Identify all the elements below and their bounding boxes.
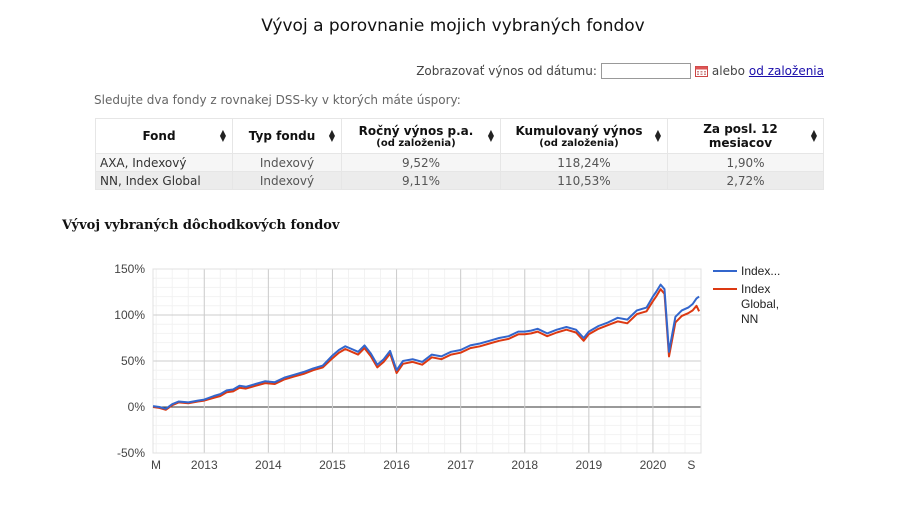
series-line	[152, 283, 700, 410]
date-filter-label: Zobrazovať výnos od dátumu:	[416, 64, 597, 78]
header-label: Typ fondu	[248, 129, 316, 143]
legend-label: Index Global, NN	[741, 282, 779, 326]
date-input[interactable]	[600, 63, 691, 79]
column-header-annual[interactable]: Ročný výnos p.a. (od založenia) ▲ ▼	[341, 118, 501, 154]
y-tick-label: 50%	[121, 354, 145, 368]
sort-icon[interactable]: ▲ ▼	[654, 128, 661, 143]
sort-icon[interactable]: ▲ ▼	[219, 128, 226, 143]
header-label: Za posl. 12 mesiacov	[703, 122, 778, 150]
cell-annual: 9,11%	[341, 171, 501, 190]
table-header-row: Fond ▲ ▼ Typ fondu ▲ ▼ Ročný výnos p.a. (o…	[95, 118, 824, 154]
x-tick-label: 2014	[255, 458, 282, 472]
x-tick-label: M	[151, 458, 161, 472]
cell-cumulative: 118,24%	[500, 153, 668, 172]
table-row[interactable]: AXA, Indexový Indexový 9,52% 118,24% 1,9…	[95, 153, 824, 172]
line-chart: 150% 100% 50% 0% -50% M 2013 2014 2015 2016 2017 20…	[114, 262, 780, 472]
cell-type: Indexový	[232, 153, 342, 172]
column-header-type[interactable]: Typ fondu ▲ ▼	[232, 118, 342, 154]
x-tick-label: 2013	[191, 458, 218, 472]
cell-last12: 2,72%	[667, 171, 824, 190]
cell-last12: 1,90%	[667, 153, 824, 172]
date-filter: Zobrazovať výnos od dátumu: alebo od zal…	[416, 63, 824, 79]
chart-title: Vývoj vybraných dôchodkových fondov	[62, 218, 340, 233]
header-label: Fond	[142, 129, 176, 143]
x-tick-label: 2020	[640, 458, 667, 472]
y-tick-label: 150%	[114, 262, 145, 276]
x-tick-label: 2018	[511, 458, 538, 472]
x-tick-label: 2017	[447, 458, 474, 472]
sort-icon[interactable]: ▲ ▼	[810, 128, 817, 143]
table-row[interactable]: NN, Index Global Indexový 9,11% 110,53% …	[95, 171, 824, 190]
column-header-last12[interactable]: Za posl. 12 mesiacov ▲ ▼	[667, 118, 824, 154]
plot-area	[152, 268, 702, 454]
cell-fund: NN, Index Global	[95, 171, 233, 190]
cell-annual: 9,52%	[341, 153, 501, 172]
header-sublabel: (od založenia)	[539, 137, 619, 149]
y-tick-label: 0%	[128, 400, 146, 414]
calendar-icon[interactable]	[694, 65, 708, 77]
x-tick-label: 2015	[319, 458, 346, 472]
cell-cumulative: 110,53%	[500, 171, 668, 190]
header-label: Kumulovaný výnos	[515, 123, 643, 138]
x-tick-label: S	[687, 458, 695, 472]
column-header-fund[interactable]: Fond ▲ ▼	[95, 118, 233, 154]
funds-table: Fond ▲ ▼ Typ fondu ▲ ▼ Ročný výnos p.a. (o…	[95, 118, 824, 190]
intro-text: Sledujte dva fondy z rovnakej DSS-ky v k…	[94, 93, 461, 107]
since-inception-link[interactable]: od založenia	[748, 64, 824, 78]
sort-icon[interactable]: ▲ ▼	[328, 128, 335, 143]
header-sublabel: (od založenia)	[376, 137, 456, 149]
page-title: Vývoj a porovnanie mojich vybraných fond…	[261, 16, 645, 36]
x-tick-label: 2016	[383, 458, 410, 472]
cell-type: Indexový	[232, 171, 342, 190]
or-label: alebo	[711, 64, 745, 78]
sort-icon[interactable]: ▲ ▼	[487, 128, 494, 143]
header-label: Ročný výnos p.a.	[358, 123, 474, 138]
x-tick-label: 2019	[575, 458, 602, 472]
column-header-cumulative[interactable]: Kumulovaný výnos (od založenia) ▲ ▼	[500, 118, 668, 154]
series-line	[152, 288, 701, 411]
y-tick-label: -50%	[117, 446, 145, 460]
legend-label: Index...	[741, 264, 780, 278]
cell-fund: AXA, Indexový	[95, 153, 233, 172]
y-tick-label: 100%	[114, 308, 145, 322]
